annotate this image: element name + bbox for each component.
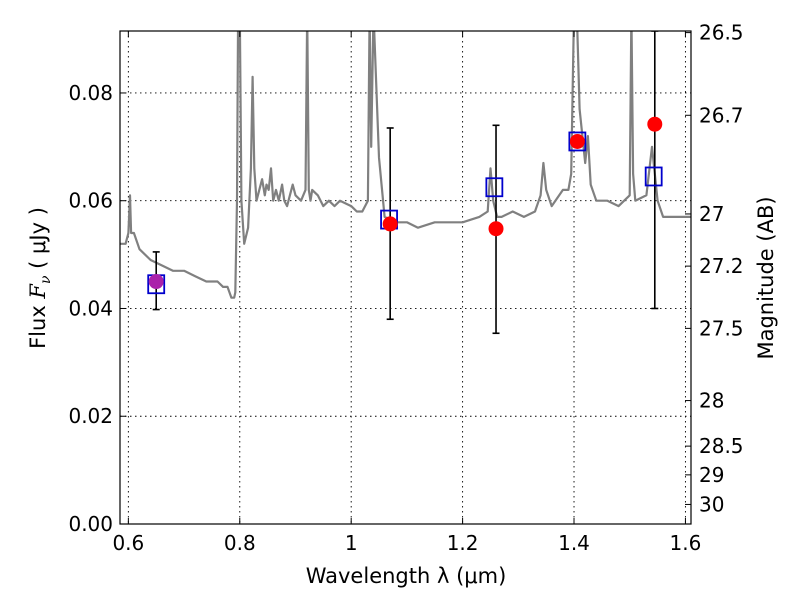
magnitude-tick-label: 27.2: [699, 254, 744, 278]
x-tick-label: 1: [345, 531, 358, 555]
magnitude-tick-label: 29: [699, 463, 724, 487]
model-sed-layer: [120, 31, 691, 299]
observed-flux-point: [488, 221, 504, 237]
magnitude-tick-label: 28: [699, 389, 724, 413]
observed-flux-point: [647, 116, 663, 132]
y-axis-label-pre: Flux: [26, 299, 50, 349]
y-tick-label: 0.08: [68, 81, 113, 105]
observed-flux-point: [382, 216, 398, 232]
magnitude-tick-label: 28.5: [699, 434, 744, 458]
magnitude-tick-label: 27: [699, 202, 724, 226]
x-tick-label: 0.6: [112, 531, 144, 555]
observed-flux-point: [569, 133, 585, 149]
observed-flux-point: [148, 274, 164, 290]
plot-frame: [119, 30, 692, 525]
y-tick-label: 0.02: [68, 404, 113, 428]
y-tick-label: 0.04: [68, 296, 113, 320]
magnitude-tick-label: 30: [699, 492, 724, 516]
model-photometry-square: [644, 166, 663, 187]
model-photometry-square: [485, 177, 504, 198]
x-tick-label: 1.2: [447, 531, 479, 555]
magnitude-tick-label: 26.5: [699, 21, 744, 45]
tick-layer: 0.6 0.8 1 1.2 1.4 1.6 0.00 0.02 0.04 0.06 0.08 26.5…: [68, 21, 743, 555]
right-axis-label: Magnitude (AB): [754, 196, 778, 359]
y-axis-label-subscript: ν: [38, 275, 54, 284]
x-tick-label: 1.4: [558, 531, 590, 555]
magnitude-tick-label: 26.7: [699, 103, 744, 127]
y-axis-label-unit: ( μJy ): [26, 207, 50, 275]
model-photometry-square: [568, 131, 587, 152]
y-axis-label: Flux Fν ( μJy ): [26, 207, 54, 349]
model-sed-line: [120, 31, 691, 299]
grid-layer: [120, 31, 691, 524]
marker-layer: [147, 31, 663, 335]
y-tick-label: 0.06: [68, 189, 113, 213]
x-tick-label: 0.8: [224, 531, 256, 555]
y-axis-label-symbol: F: [26, 283, 50, 300]
magnitude-tick-label: 27.5: [699, 316, 744, 340]
x-axis-label: Wavelength λ (μm): [306, 564, 507, 588]
x-tick-label: 1.6: [670, 531, 702, 555]
y-tick-label: 0.00: [68, 512, 113, 536]
